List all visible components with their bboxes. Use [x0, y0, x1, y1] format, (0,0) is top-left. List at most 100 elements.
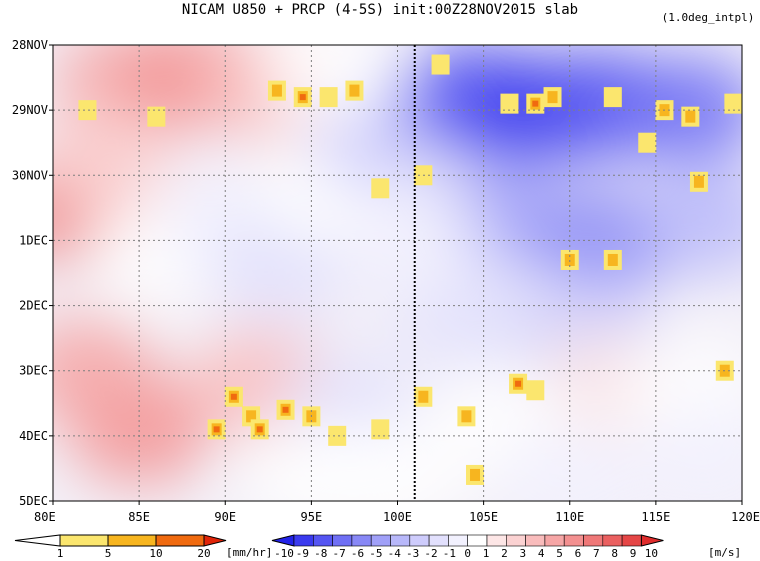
prcp-colorbar-arrow-right — [203, 534, 227, 547]
prcp-cell-mid — [564, 253, 575, 266]
u850-colorbar-label: 3 — [519, 547, 526, 560]
u850-blob — [53, 107, 175, 218]
prcp-cell-outer — [78, 100, 97, 121]
u850-colorbar-swatch — [390, 534, 411, 547]
y-tick-label: 1DEC — [19, 233, 48, 247]
prcp-cell-mid — [547, 91, 558, 104]
prcp-colorbar-label: 5 — [105, 547, 112, 560]
prcp-cell-outer — [500, 93, 519, 114]
u850-colorbar-arrow-right — [640, 534, 664, 547]
prcp-cell-outer — [328, 425, 347, 446]
u850-colorbar-label: -10 — [274, 547, 294, 560]
prcp-cell-core — [299, 94, 306, 101]
u850-colorbar-label: 0 — [464, 547, 471, 560]
grid-lines — [53, 45, 742, 501]
u850-blob — [258, 45, 399, 120]
y-axis: 28NOV 29NOV 30NOV 1DEC 2DEC 3DEC 4DEC 5DEC — [12, 38, 53, 508]
x-axis: 80E 85E 90E 95E 100E 105E 110E 115E 120E — [34, 501, 760, 524]
u850-colorbar-swatch — [486, 534, 507, 547]
y-tick-label: 3DEC — [19, 364, 48, 378]
precipitation-cells — [78, 54, 742, 485]
u850-colorbar-label: 1 — [483, 547, 490, 560]
u850-blob — [637, 400, 742, 501]
prcp-cell-core — [282, 406, 289, 413]
u850-colorbar-swatch — [505, 534, 526, 547]
prcp-colorbar-swatch — [107, 534, 157, 547]
prcp-colorbar-label: 1 — [57, 547, 64, 560]
y-tick-label: 28NOV — [12, 38, 48, 52]
u850-colorbar-label: 10 — [645, 547, 658, 560]
u850-colorbar-swatch — [409, 534, 430, 547]
u850-colorbar-swatch — [563, 534, 584, 547]
y-tick-label: 30NOV — [12, 168, 48, 182]
prcp-cell-mid — [461, 410, 472, 423]
y-tick-label: 2DEC — [19, 299, 48, 313]
prcp-cell-outer — [319, 87, 338, 108]
prcp-colorbar-label: 10 — [149, 547, 162, 560]
prcp-cell-outer — [526, 380, 545, 401]
prcp-cell-core — [515, 380, 522, 387]
prcp-cell-outer — [371, 178, 390, 199]
u850-colorbar-swatch — [621, 534, 642, 547]
y-tick-label: 5DEC — [19, 494, 48, 508]
x-tick-label: 105E — [469, 510, 498, 524]
prcp-colorbar-unit: [mm/hr] — [226, 546, 272, 559]
prcp-cell-outer — [638, 132, 657, 153]
y-tick-label: 29NOV — [12, 103, 48, 117]
x-tick-label: 115E — [641, 510, 670, 524]
x-tick-label: 90E — [214, 510, 236, 524]
prcp-colorbar-swatch — [59, 534, 109, 547]
u850-colorbar-label: -9 — [296, 547, 309, 560]
u850-colorbar-swatch — [525, 534, 546, 547]
u850-colorbar-unit: [m/s] — [708, 546, 741, 559]
x-tick-label: 80E — [34, 510, 56, 524]
u850-colorbar-swatch — [293, 534, 314, 547]
u850-colorbar-swatch — [544, 534, 565, 547]
x-tick-label: 95E — [301, 510, 323, 524]
prcp-cell-mid — [246, 410, 257, 423]
u850-colorbar-label: -3 — [406, 547, 419, 560]
u850-colorbar-label: 2 — [501, 547, 508, 560]
u850-colorbar-arrow-left — [271, 534, 295, 547]
x-tick-label: 100E — [383, 510, 412, 524]
prcp-cell-mid — [349, 84, 360, 97]
u850-colorbar-label: 4 — [538, 547, 545, 560]
prcp-colorbar-swatch — [155, 534, 205, 547]
prcp-cell-core — [213, 426, 220, 433]
u850-colorbar-label: 9 — [630, 547, 637, 560]
prcp-cell-outer — [371, 419, 390, 440]
prcp-colorbar-label: 20 — [197, 547, 210, 560]
prcp-cell-core — [230, 393, 237, 400]
x-tick-label: 110E — [555, 510, 584, 524]
u850-colorbar-swatch — [332, 534, 353, 547]
u850-colorbar-swatch — [351, 534, 372, 547]
u850-colorbar-label: -4 — [388, 547, 402, 560]
u850-colorbar-label: 6 — [575, 547, 582, 560]
u850-colorbar-label: 8 — [611, 547, 618, 560]
x-tick-label: 85E — [128, 510, 150, 524]
u850-colorbar-swatch — [602, 534, 623, 547]
prcp-cell-mid — [418, 390, 429, 403]
prcp-cell-core — [532, 100, 539, 107]
prcp-cell-outer — [603, 87, 622, 108]
u850-colorbar-swatch — [370, 534, 391, 547]
y-tick-label: 4DEC — [19, 429, 48, 443]
u850-colorbar-label: 5 — [556, 547, 563, 560]
prcp-cell-core — [256, 426, 263, 433]
u850-colorbar-swatch — [448, 534, 468, 547]
chart-title: NICAM U850 + PRCP (4-5S) init:00Z28NOV20… — [182, 2, 578, 18]
u850-colorbar-label: -7 — [332, 547, 345, 560]
prcp-cell-outer — [431, 54, 450, 75]
u850-field — [53, 45, 742, 501]
x-tick-label: 120E — [731, 510, 760, 524]
prcp-cell-mid — [470, 468, 481, 481]
u850-colorbar-label: -1 — [443, 547, 456, 560]
u850-blob — [637, 165, 742, 276]
u850-colorbar: -10 -9 -8 -7 -6 -5 -4 -3 -2 -1 0 1 2 3 4 5 6 7 8 9 10 — [271, 534, 664, 560]
prcp-colorbar-arrow-left — [14, 534, 61, 547]
u850-colorbar-label: -2 — [424, 547, 437, 560]
prcp-cell-mid — [271, 84, 282, 97]
u850-colorbar-label: -5 — [369, 547, 382, 560]
u850-colorbar-swatch — [583, 534, 604, 547]
